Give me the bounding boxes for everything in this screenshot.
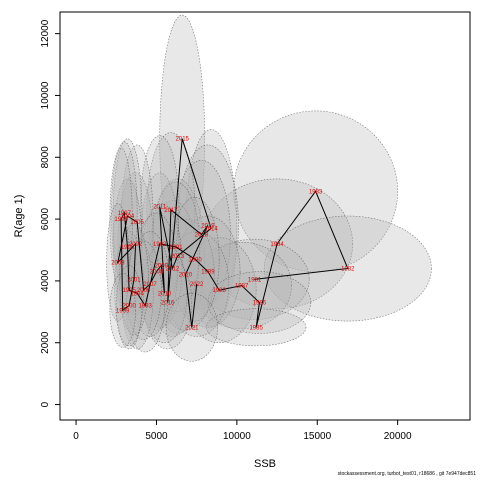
point-label-2007: 2007 xyxy=(143,282,157,288)
point-label-2021: 2021 xyxy=(185,325,199,331)
point-label-2017: 2017 xyxy=(164,208,178,214)
trajectory-polyline xyxy=(117,138,349,328)
point-label-2011: 2011 xyxy=(153,205,167,211)
point-label-1999: 1999 xyxy=(116,308,130,314)
point-label-2016: 2016 xyxy=(161,301,175,307)
point-label-1989: 1989 xyxy=(201,270,215,276)
point-label-2022: 2022 xyxy=(190,282,204,288)
point-label-1984: 1984 xyxy=(270,242,284,248)
point-label-1991: 1991 xyxy=(169,245,183,251)
y-tick-label-4000: 4000 xyxy=(40,269,51,292)
point-label-2000: 2000 xyxy=(122,304,136,310)
x-tick-label-5000: 5000 xyxy=(145,431,168,442)
trajectory-line xyxy=(117,138,349,328)
y-axis-title: R(age 1) xyxy=(13,195,25,238)
point-label-2001: 2001 xyxy=(127,277,141,283)
y-tick-label-2000: 2000 xyxy=(40,331,51,354)
x-tick-label-0: 0 xyxy=(73,431,79,442)
point-labels: 1981 1982 1983 1984 1985 1986 1987 1988 1989 1990… xyxy=(111,137,355,332)
y-tick-label-8000: 8000 xyxy=(40,146,51,169)
footer-credit: stockassessment.org, turbot_test01, r186… xyxy=(337,471,476,477)
point-label-2020: 2020 xyxy=(179,273,193,279)
point-label-1986: 1986 xyxy=(253,301,267,307)
point-label-1987: 1987 xyxy=(235,284,249,290)
y-tick-label-10000: 10000 xyxy=(40,81,51,109)
point-label-2009: 2009 xyxy=(155,263,169,269)
point-label-2010: 2010 xyxy=(158,291,172,297)
point-label-2004: 2004 xyxy=(121,214,135,220)
point-label-1985: 1985 xyxy=(249,325,263,331)
point-label-1981: 1981 xyxy=(248,277,262,283)
y-axis: 0 2000 4000 6000 8000 10000 12000 xyxy=(40,19,60,407)
point-label-1995: 1995 xyxy=(122,288,136,294)
point-label-1983: 1983 xyxy=(309,189,323,195)
point-label-2012: 2012 xyxy=(166,267,180,273)
point-label-2005: 2005 xyxy=(130,220,144,226)
x-tick-label-15000: 15000 xyxy=(303,431,331,442)
x-tick-label-20000: 20000 xyxy=(384,431,412,442)
point-label-1996: 1996 xyxy=(121,245,135,251)
point-label-1992: 1992 xyxy=(153,242,167,248)
confidence-ellipses xyxy=(106,14,432,362)
point-label-1994: 1994 xyxy=(130,291,144,297)
y-tick-label-0: 0 xyxy=(40,401,51,407)
point-label-1998: 1998 xyxy=(114,217,128,223)
point-label-2006: 2006 xyxy=(137,288,151,294)
point-label-2018: 2018 xyxy=(195,233,209,239)
point-label-2003: 2003 xyxy=(111,260,125,266)
point-label-1997: 1997 xyxy=(118,211,132,217)
point-label-1990: 1990 xyxy=(188,257,202,263)
point-label-2008: 2008 xyxy=(150,270,164,276)
point-label-2002: 2002 xyxy=(129,242,143,248)
y-tick-label-12000: 12000 xyxy=(40,19,51,47)
x-axis: 0 5000 10000 15000 20000 xyxy=(73,420,412,442)
plot-frame xyxy=(59,11,471,421)
point-label-1982: 1982 xyxy=(341,267,355,273)
x-axis-title: SSB xyxy=(254,458,276,470)
point-label-2013: 2013 xyxy=(171,254,185,260)
y-tick-label-6000: 6000 xyxy=(40,208,51,231)
point-label-2015: 2015 xyxy=(176,137,190,143)
point-label-2014: 2014 xyxy=(204,226,218,232)
x-tick-label-10000: 10000 xyxy=(223,431,251,442)
point-label-2019: 2019 xyxy=(201,223,215,229)
point-label-1988: 1988 xyxy=(212,288,226,294)
point-label-1993: 1993 xyxy=(139,304,153,310)
